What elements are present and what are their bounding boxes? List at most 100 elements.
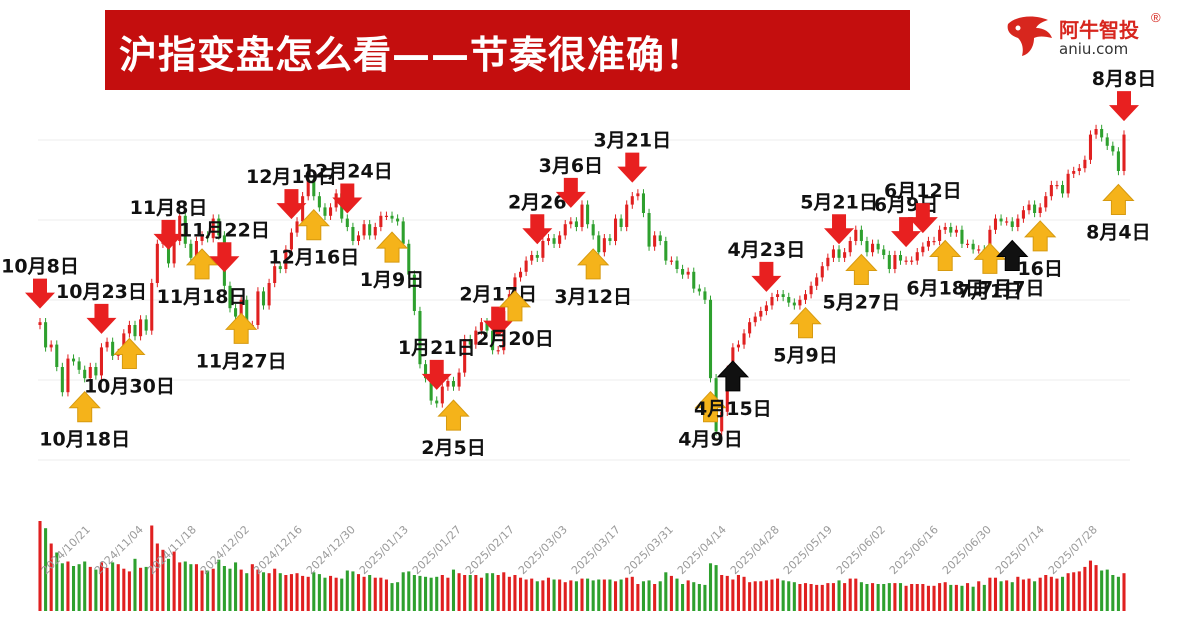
candle-body (1060, 185, 1065, 194)
volume-bar (893, 583, 897, 611)
volume-bar (524, 579, 528, 611)
arrow-down-icon (555, 177, 586, 208)
candle-body (681, 269, 685, 275)
arrow-down-icon (617, 152, 648, 183)
candle-body (887, 255, 891, 269)
volume-bar (871, 583, 875, 611)
candle-body (586, 204, 590, 225)
candle-body (647, 213, 651, 247)
arrow-down-icon (209, 242, 240, 273)
volume-bar (479, 577, 483, 611)
candle-body (759, 311, 763, 317)
volume-bar (613, 581, 618, 611)
candle-body (938, 229, 942, 241)
volume-bar (1038, 577, 1042, 611)
arrow-up-icon (498, 290, 532, 322)
volume-bar (127, 571, 131, 611)
arrow-up-icon (225, 312, 258, 344)
candle-body (390, 215, 394, 219)
candle-body (910, 260, 914, 262)
candle-body (1116, 151, 1120, 171)
candle-body (686, 271, 690, 275)
volume-bar (1088, 560, 1093, 611)
candle-body (1100, 129, 1104, 138)
arrow-down-icon (891, 217, 922, 248)
turning-point-label: 11月18日 (157, 286, 248, 308)
candle-body (921, 246, 925, 253)
volume-bar (820, 584, 824, 611)
candle-body (144, 319, 148, 331)
volume-bar (99, 562, 104, 611)
volume-bar (116, 564, 120, 611)
turning-point-label: 11月8日 (130, 197, 208, 219)
volume-bar (206, 570, 210, 611)
volume-bar (55, 552, 59, 611)
date-tick-label: 2025/01/13 (357, 523, 411, 577)
volume-bar (692, 582, 696, 611)
candle-body (1010, 221, 1014, 227)
volume-bar (574, 581, 578, 611)
volume-bar (401, 572, 405, 611)
candle-body (518, 271, 523, 278)
candle-body (1049, 185, 1053, 197)
volume-bar (440, 575, 444, 611)
candle-body (1072, 171, 1076, 174)
candle-body (356, 235, 361, 241)
volume-bar (1055, 578, 1059, 611)
candle-body (457, 372, 461, 387)
candle-body (368, 224, 372, 236)
candle-body (278, 266, 282, 269)
candle-body (200, 235, 204, 241)
volume-bar (792, 582, 796, 611)
arrow-down-icon (332, 183, 363, 214)
volume-bar (669, 575, 673, 611)
candle-body (155, 243, 159, 283)
volume-bar (356, 574, 361, 611)
volume-bar (580, 578, 584, 611)
candle-body (267, 283, 271, 306)
candle-body (932, 241, 936, 243)
arrow-down-icon (86, 303, 117, 334)
arrow-up-icon (694, 390, 727, 423)
candle-body (496, 350, 500, 352)
volume-bar (971, 586, 975, 611)
candle-body (234, 308, 238, 317)
volume-bar (133, 558, 137, 611)
candle-body (139, 319, 143, 337)
volume-bar (809, 584, 813, 611)
candle-body (848, 241, 852, 253)
volume-bar (602, 579, 606, 611)
turning-point-label: 3月21日 (593, 130, 671, 152)
volume-bar (558, 579, 562, 611)
volume-bar (921, 584, 925, 611)
volume-bar (787, 581, 791, 611)
volume-bar (904, 585, 908, 611)
turning-point-label: 8月4日 (1086, 222, 1150, 244)
turning-point-label: 11月22日 (179, 219, 270, 241)
arrow-down-icon (907, 203, 938, 234)
volume-bar (798, 584, 802, 611)
candle-body (530, 255, 534, 261)
candle-body (708, 299, 713, 379)
volume-bar (518, 577, 523, 611)
volume-bar (982, 584, 986, 611)
candle-body (736, 344, 740, 348)
volume-bar (658, 581, 662, 611)
candle-body (468, 339, 472, 345)
volume-bar (502, 572, 506, 611)
volume-bar (1016, 576, 1020, 611)
candle-body (485, 322, 489, 331)
candle-body (60, 367, 64, 393)
arrow-up-icon (789, 306, 822, 339)
volume-bar (435, 576, 439, 611)
volume-bar (748, 582, 752, 611)
volume-bar (301, 575, 305, 611)
candle-body (206, 235, 210, 239)
candle-body (513, 277, 517, 295)
date-tick-label: 2025/03/31 (622, 523, 676, 577)
volume-bar (1027, 578, 1031, 611)
volume-bar (876, 584, 880, 611)
candle-body (558, 235, 562, 244)
turning-point-label: 8月8日 (1092, 68, 1156, 90)
turning-point-label: 10月23日 (56, 281, 147, 303)
